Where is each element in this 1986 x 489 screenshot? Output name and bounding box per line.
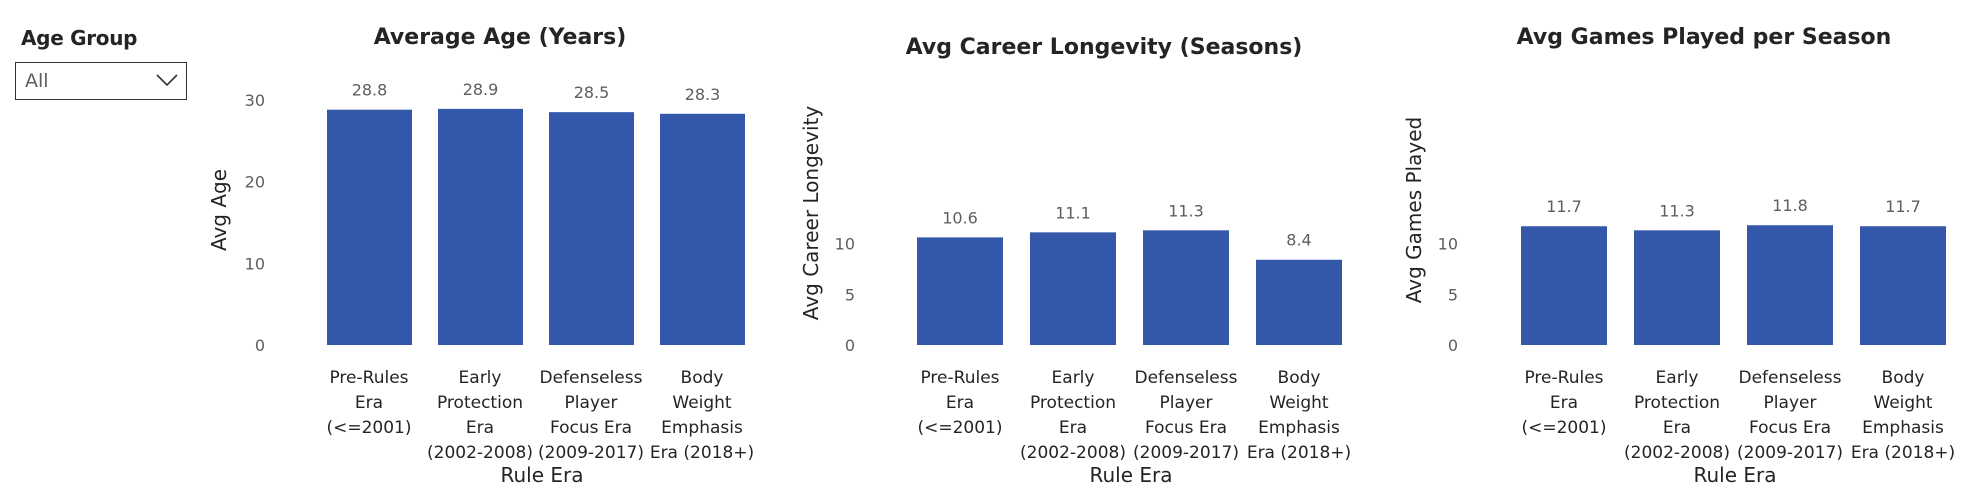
bar[interactable] bbox=[660, 113, 745, 345]
slicer-title: Age Group bbox=[21, 26, 138, 50]
y-tick-label: 5 bbox=[845, 285, 855, 304]
y-axis-title: Avg Career Longevity bbox=[799, 106, 823, 321]
bar[interactable] bbox=[549, 112, 634, 345]
bar[interactable] bbox=[1747, 225, 1833, 345]
category-label: Early Protection Era (2002-2008) bbox=[427, 368, 533, 463]
average-age-chart: Average Age (Years) 0 10 20 30 Avg Age 28.8 Pre… bbox=[207, 25, 754, 487]
chevron-down-icon bbox=[156, 72, 178, 91]
y-tick-label: 0 bbox=[1448, 336, 1458, 355]
category-label: Body Weight Emphasis Era (2018+) bbox=[650, 368, 754, 463]
age-group-dropdown[interactable]: All bbox=[15, 62, 187, 100]
average-age-chart-title: Average Age (Years) bbox=[374, 25, 627, 50]
bar[interactable] bbox=[1521, 226, 1607, 345]
category-label: Pre-Rules Era (<=2001) bbox=[1521, 368, 1606, 438]
y-tick-label: 5 bbox=[1448, 285, 1458, 304]
bar[interactable] bbox=[438, 108, 523, 346]
category-label: Defenseless Player Focus Era (2009-2017) bbox=[1133, 368, 1239, 463]
y-tick-label: 20 bbox=[245, 173, 265, 192]
category-label: Early Protection Era (2002-2008) bbox=[1020, 368, 1126, 463]
data-label: 10.6 bbox=[942, 208, 978, 227]
y-tick-label: 30 bbox=[245, 91, 265, 110]
data-label: 11.3 bbox=[1168, 201, 1204, 220]
data-label: 28.5 bbox=[574, 83, 610, 102]
y-axis-title: Avg Games Played bbox=[1402, 117, 1426, 303]
data-label: 11.7 bbox=[1546, 197, 1582, 216]
y-tick-label: 10 bbox=[245, 254, 265, 273]
x-axis-title: Rule Era bbox=[500, 463, 583, 487]
category-label: Body Weight Emphasis Era (2018+) bbox=[1851, 368, 1955, 463]
age-group-slicer: Age Group All bbox=[15, 26, 190, 100]
category-label: Pre-Rules Era (<=2001) bbox=[326, 368, 411, 438]
category-label: Body Weight Emphasis Era (2018+) bbox=[1247, 368, 1351, 463]
games-played-chart-title: Avg Games Played per Season bbox=[1517, 25, 1892, 50]
category-label: Defenseless Player Focus Era (2009-2017) bbox=[1737, 368, 1843, 463]
y-axis-title: Avg Age bbox=[207, 169, 231, 251]
y-tick-label: 10 bbox=[1438, 235, 1458, 254]
data-label: 28.8 bbox=[352, 81, 388, 100]
category-label: Early Protection Era (2002-2008) bbox=[1624, 368, 1730, 463]
data-label: 8.4 bbox=[1286, 231, 1311, 250]
data-label: 11.1 bbox=[1055, 203, 1091, 222]
bar[interactable] bbox=[1860, 226, 1946, 345]
bar[interactable] bbox=[1256, 259, 1342, 345]
y-tick-label: 0 bbox=[255, 336, 265, 355]
y-tick-label: 0 bbox=[845, 336, 855, 355]
slicer-selected-value: All bbox=[25, 70, 49, 92]
bar[interactable] bbox=[327, 109, 412, 345]
data-label: 28.9 bbox=[463, 80, 499, 99]
data-label: 28.3 bbox=[685, 85, 721, 104]
data-label: 11.8 bbox=[1772, 196, 1808, 215]
x-axis-title: Rule Era bbox=[1693, 463, 1776, 487]
category-label: Pre-Rules Era (<=2001) bbox=[917, 368, 1002, 438]
career-longevity-chart-title: Avg Career Longevity (Seasons) bbox=[906, 35, 1303, 60]
bar[interactable] bbox=[1634, 230, 1720, 345]
y-tick-label: 10 bbox=[835, 235, 855, 254]
bar[interactable] bbox=[1143, 230, 1229, 345]
bar[interactable] bbox=[917, 237, 1003, 345]
x-axis-title: Rule Era bbox=[1089, 463, 1172, 487]
career-longevity-chart: Avg Career Longevity (Seasons) 0 5 10 Avg Ca… bbox=[799, 35, 1351, 487]
data-label: 11.3 bbox=[1659, 201, 1695, 220]
data-label: 11.7 bbox=[1885, 197, 1921, 216]
bar[interactable] bbox=[1030, 232, 1116, 345]
category-label: Defenseless Player Focus Era (2009-2017) bbox=[538, 368, 644, 463]
